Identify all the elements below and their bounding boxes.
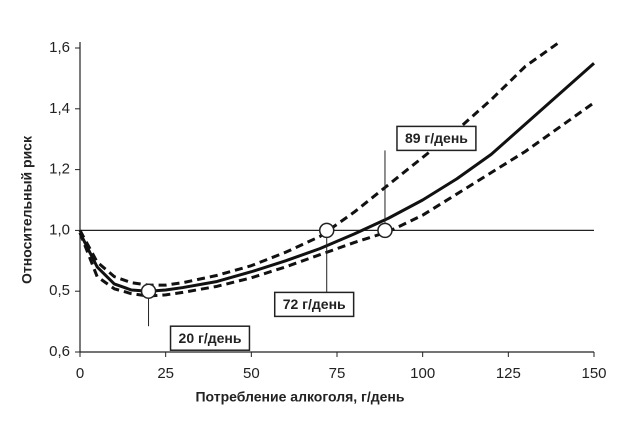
y-tick-label: 1,6 bbox=[49, 39, 70, 56]
annotation-box bbox=[169, 325, 251, 351]
annotation-box bbox=[273, 291, 355, 318]
annotation-point bbox=[318, 222, 335, 239]
annotation-label: 89 г/день bbox=[405, 130, 468, 146]
annotation-label: 72 г/день bbox=[283, 296, 346, 312]
annotation: 20 г/день bbox=[169, 325, 251, 351]
y-tick-label: 0,5 bbox=[49, 282, 70, 299]
x-tick-label: 125 bbox=[496, 365, 521, 382]
ci-line bbox=[78, 101, 595, 298]
x-axis-label: Потребление алкоголя, г/день bbox=[195, 389, 404, 405]
annotation-label: 20 г/день bbox=[179, 330, 242, 346]
annotation-box bbox=[396, 125, 477, 152]
annotation-point bbox=[140, 283, 157, 299]
x-tick-label: 75 bbox=[329, 365, 346, 382]
risk-line bbox=[78, 62, 595, 293]
annotation: 89 г/день bbox=[396, 125, 477, 152]
x-tick-label: 50 bbox=[243, 365, 260, 382]
y-tick-label: 0,6 bbox=[49, 343, 70, 360]
y-axis-label: Относительный риск bbox=[19, 135, 35, 284]
x-tick-label: 25 bbox=[157, 365, 174, 382]
annotation-point bbox=[377, 222, 393, 239]
y-tick-label: 1,2 bbox=[49, 161, 70, 178]
x-tick-label: 150 bbox=[581, 365, 606, 382]
y-tick-label: 1,0 bbox=[49, 221, 70, 238]
annotation: 72 г/день bbox=[273, 291, 355, 318]
x-tick-label: 100 bbox=[410, 365, 435, 382]
x-tick-label: 0 bbox=[76, 365, 84, 382]
y-tick-label: 1,4 bbox=[49, 100, 70, 117]
